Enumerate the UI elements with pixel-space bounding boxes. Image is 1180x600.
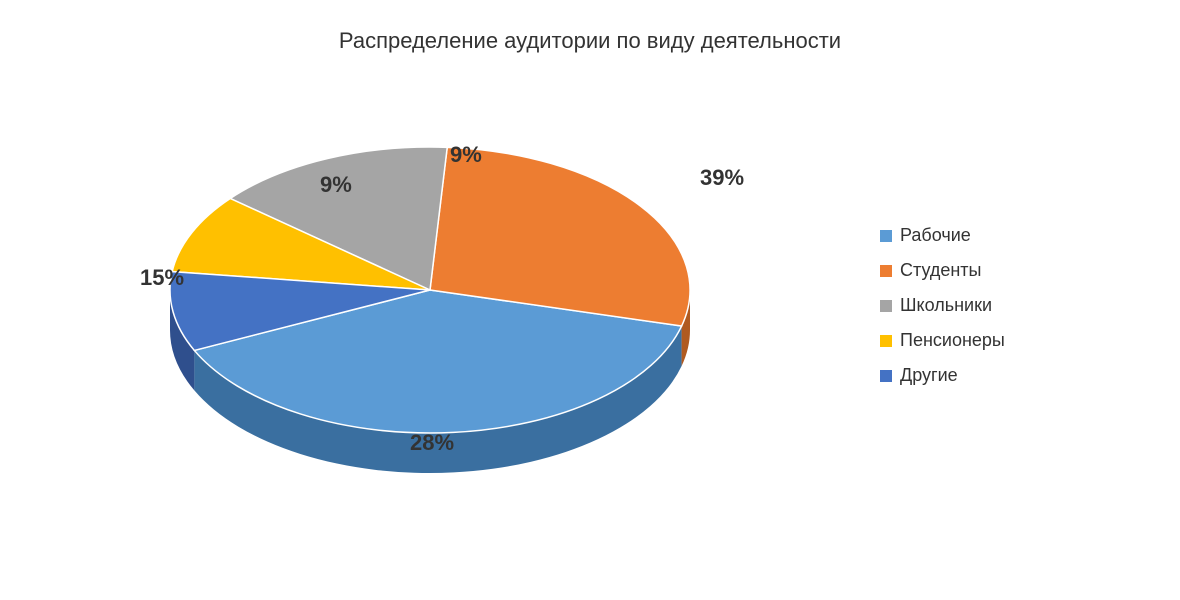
legend-swatch: [880, 370, 892, 382]
legend-item-schoolkids: Школьники: [880, 295, 1005, 316]
slice-label-others: 9%: [450, 142, 482, 168]
legend-label: Рабочие: [900, 225, 971, 246]
legend-item-pensioners: Пенсионеры: [880, 330, 1005, 351]
legend-swatch: [880, 265, 892, 277]
legend-swatch: [880, 335, 892, 347]
legend-label: Школьники: [900, 295, 992, 316]
slice-label-schoolkids: 15%: [140, 265, 184, 291]
slice-label-workers: 39%: [700, 165, 744, 191]
chart-container: Распределение аудитории по виду деятельн…: [0, 0, 1180, 600]
legend-label: Другие: [900, 365, 958, 386]
legend-item-others: Другие: [880, 365, 1005, 386]
legend-label: Пенсионеры: [900, 330, 1005, 351]
pie-chart: [110, 100, 750, 520]
chart-title: Распределение аудитории по виду деятельн…: [0, 28, 1180, 54]
legend-swatch: [880, 300, 892, 312]
legend-swatch: [880, 230, 892, 242]
slice-label-pensioners: 9%: [320, 172, 352, 198]
legend: Рабочие Студенты Школьники Пенсионеры Др…: [880, 225, 1005, 386]
legend-label: Студенты: [900, 260, 981, 281]
legend-item-students: Студенты: [880, 260, 1005, 281]
slice-label-students: 28%: [410, 430, 454, 456]
legend-item-workers: Рабочие: [880, 225, 1005, 246]
